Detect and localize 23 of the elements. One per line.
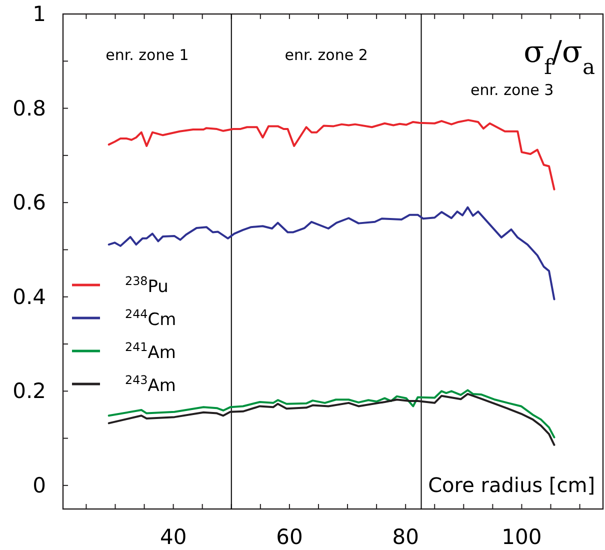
legend-label: $^{243}$Am <box>125 373 176 396</box>
legend-label: $^{238}$Pu <box>125 274 168 297</box>
x-tick-label: 60 <box>276 525 303 549</box>
line-series <box>108 389 556 438</box>
line-series <box>108 392 556 446</box>
x-tick-label: 40 <box>160 525 187 549</box>
y-tick-label: 0.8 <box>12 96 46 120</box>
y-tick-label: 0 <box>32 473 46 498</box>
annotation: enr. zone 1 <box>106 46 189 64</box>
y-tick-label: 0.6 <box>12 190 46 215</box>
x-tick-label: 80 <box>392 525 419 549</box>
legend-label: $^{241}$Am <box>125 340 176 363</box>
legend-label: $^{244}$Cm <box>125 307 176 330</box>
annotation: enr. zone 3 <box>470 81 554 99</box>
x-axis-title: Core radius [cm] <box>428 473 595 497</box>
y-tick-label: 0.2 <box>12 379 46 404</box>
x-tick-label: 100 <box>502 525 542 549</box>
line-series <box>108 119 556 190</box>
y-tick-label: 0.4 <box>12 284 46 309</box>
line-series <box>108 206 556 300</box>
annotation: enr. zone 2 <box>284 46 368 64</box>
text: σ$_{f}$/σ$_{a}$ <box>524 35 595 79</box>
y-tick-label: 1 <box>32 2 46 26</box>
